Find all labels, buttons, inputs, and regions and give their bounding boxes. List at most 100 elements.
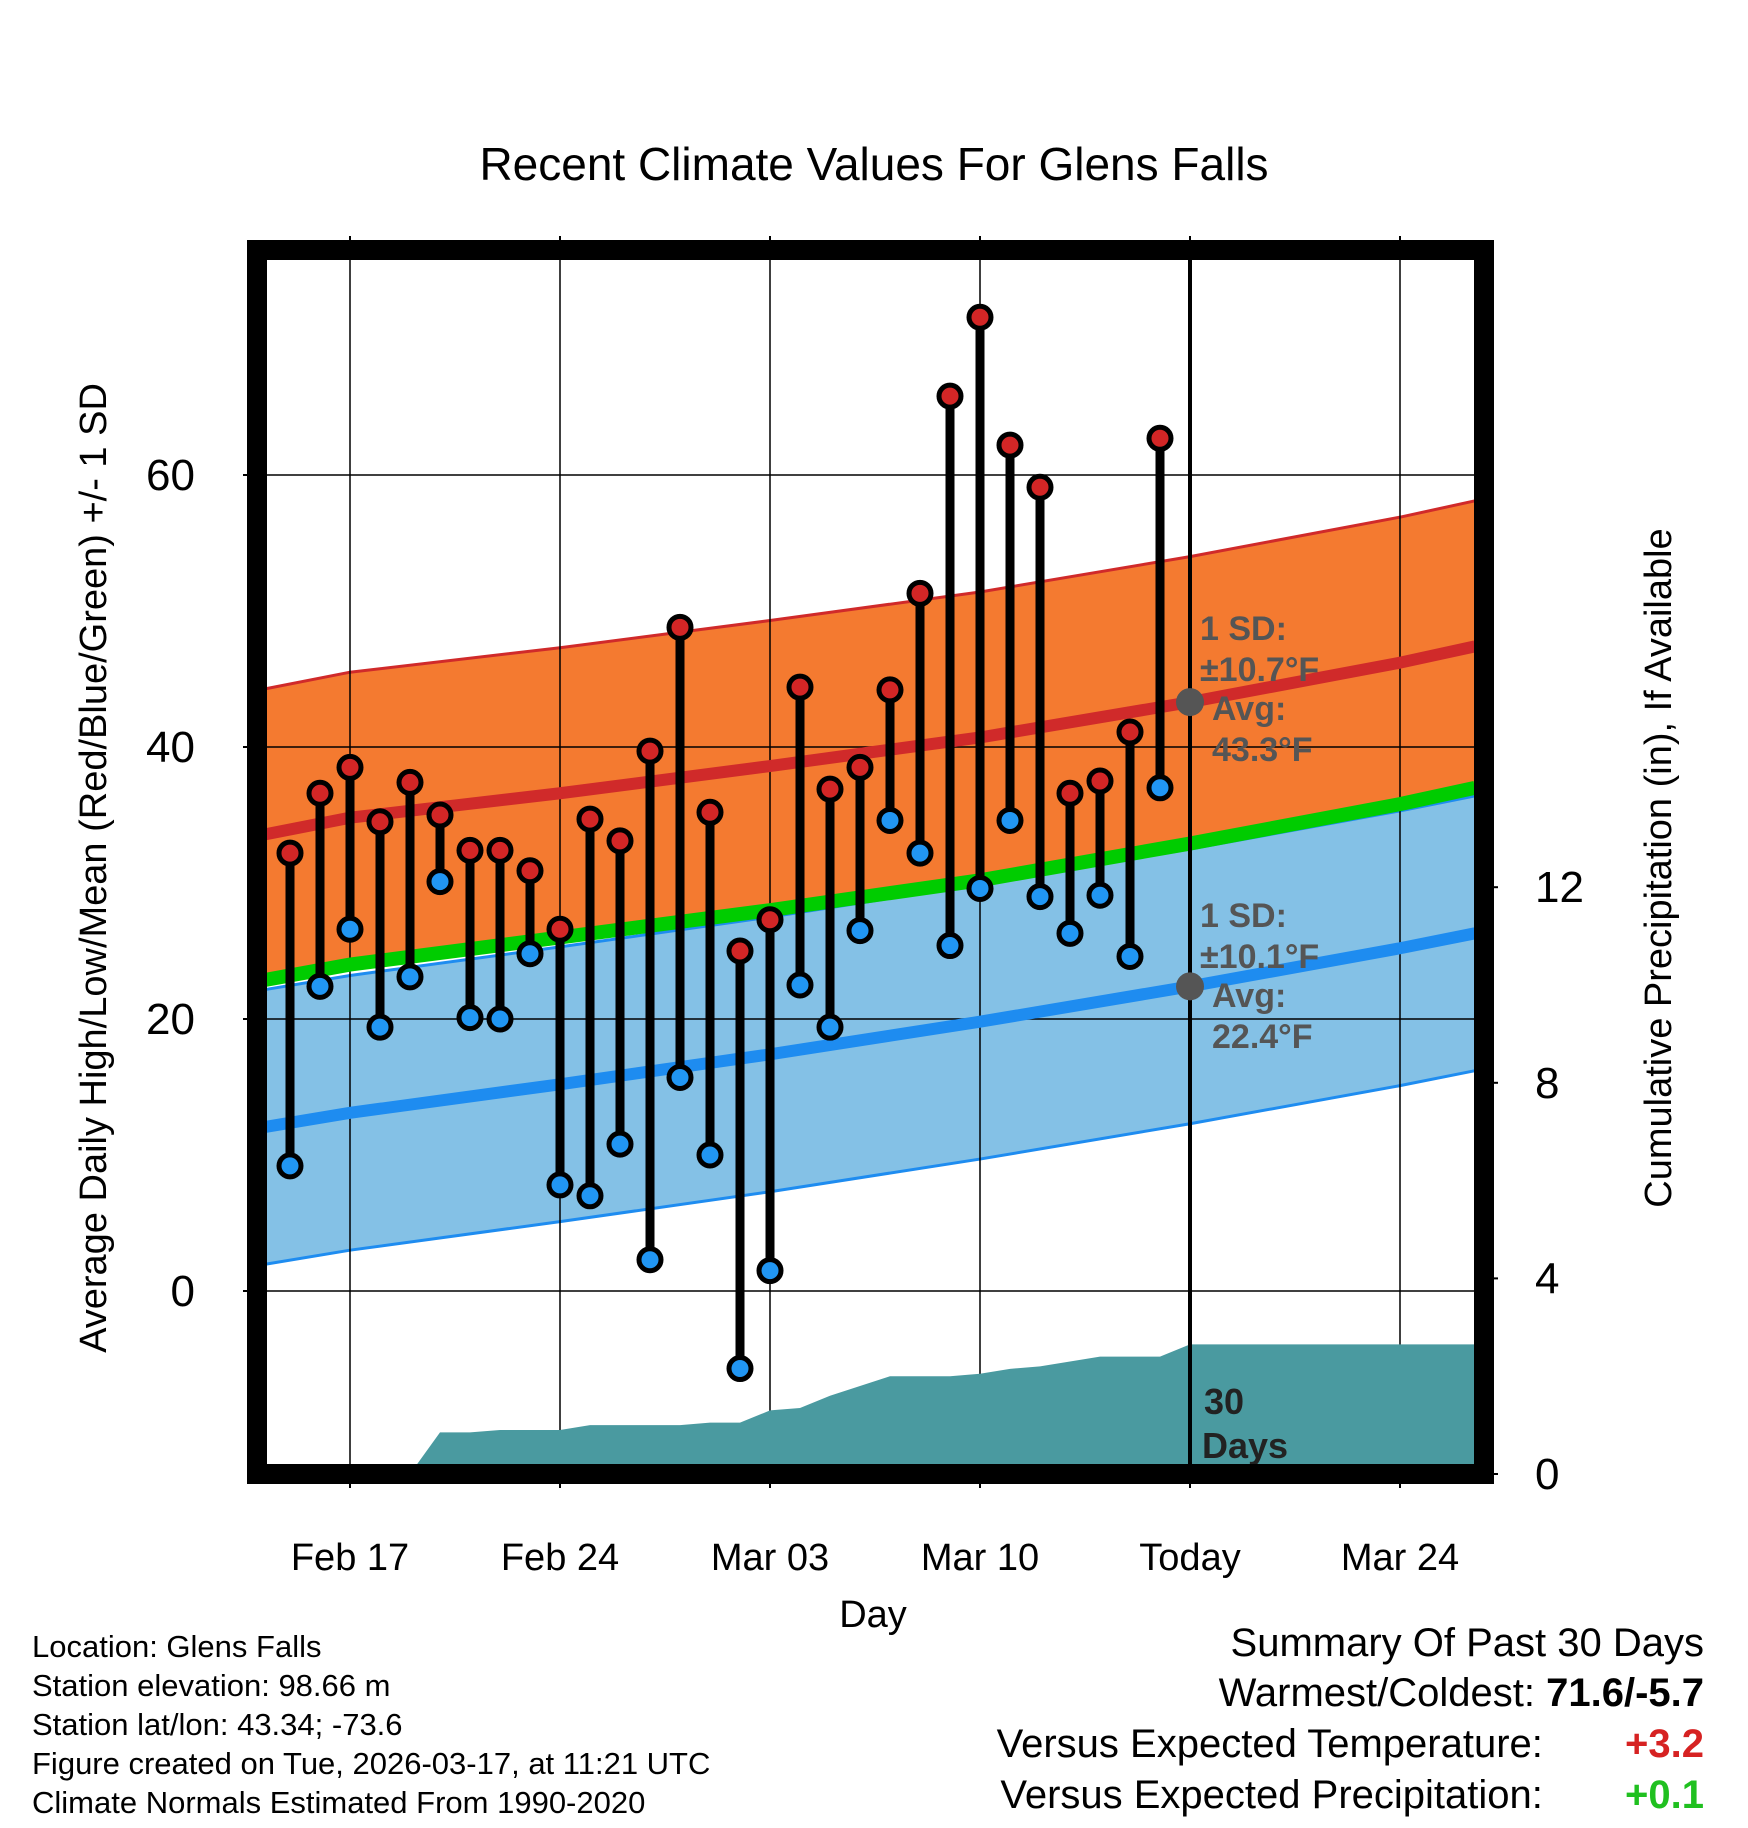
daily-high-point	[306, 779, 334, 807]
latlon-text: Station lat/lon: 43.34; -73.6	[32, 1707, 403, 1742]
y-tick-label: 40	[146, 723, 195, 772]
daily-low-point	[546, 1171, 574, 1199]
daily-low-point	[426, 868, 454, 896]
daily-low-point	[606, 1130, 634, 1158]
daily-high-point	[606, 827, 634, 855]
y2-tick-label: 0	[1535, 1450, 1559, 1499]
high-sd-value: ±10.7°F	[1200, 651, 1319, 689]
daily-low-point	[876, 806, 904, 834]
y-axis-label: Average Daily High/Low/Mean (Red/Blue/Gr…	[73, 383, 115, 1353]
daily-low-point	[336, 915, 364, 943]
high-avg-value: 43.3°F	[1212, 731, 1313, 769]
summary-panel: Summary Of Past 30 Days Warmest/Coldest:…	[997, 1618, 1704, 1821]
avg-low-line	[259, 927, 1477, 1134]
daily-low-point	[636, 1246, 664, 1274]
y2-tick-label: 4	[1535, 1254, 1559, 1303]
daily-low-point	[456, 1004, 484, 1032]
x-tick-label: Mar 03	[711, 1537, 829, 1579]
high-sd-label: 1 SD:	[1200, 610, 1287, 648]
daily-low-point	[966, 874, 994, 902]
daily-low-point	[696, 1141, 724, 1169]
low-avg-label: Avg:	[1212, 977, 1286, 1015]
daily-high-point	[996, 431, 1024, 459]
elevation-text: Station elevation: 98.66 m	[32, 1668, 391, 1703]
daily-low-point	[1086, 881, 1114, 909]
normals-text: Climate Normals Estimated From 1990-2020	[32, 1785, 646, 1820]
daily-low-point	[786, 971, 814, 999]
warmest-value: 71.6/-5.7	[1546, 1671, 1704, 1715]
y-tick-label: 20	[146, 995, 195, 1044]
chart-title: Recent Climate Values For Glens Falls	[479, 138, 1268, 190]
x-tick-label: Feb 24	[501, 1537, 619, 1579]
window-label-count: 30	[1204, 1381, 1244, 1422]
daily-high-point	[366, 808, 394, 836]
daily-high-point	[486, 836, 514, 864]
low-band-lower-edge	[259, 1069, 1476, 1267]
high-avg-label: Avg:	[1212, 690, 1286, 728]
daily-low-point	[1116, 942, 1144, 970]
low-sd-value: ±10.1°F	[1200, 938, 1319, 976]
daily-high-point	[1056, 779, 1084, 807]
precip-value: +0.1	[1625, 1773, 1704, 1817]
x-axis-label: Day	[839, 1594, 907, 1636]
daily-high-point	[816, 775, 844, 803]
station-info: Location: Glens Falls Station elevation:…	[32, 1627, 710, 1822]
daily-high-point	[876, 676, 904, 704]
temp-label: Versus Expected Temperature:	[996, 1722, 1543, 1766]
daily-high-point	[696, 798, 724, 826]
avg-mean-line	[258, 780, 1477, 988]
y2-axis-label: Cumulative Precipitation (in), If Availa…	[1638, 528, 1680, 1207]
y2-tick-label: 8	[1535, 1059, 1559, 1108]
daily-low-point	[846, 917, 874, 945]
low-avg-value: 22.4°F	[1212, 1018, 1313, 1056]
created-text: Figure created on Tue, 2026-03-17, at 11…	[32, 1746, 711, 1781]
daily-high-point	[336, 753, 364, 781]
daily-high-point	[1086, 767, 1114, 795]
daily-high-point	[966, 303, 994, 331]
daily-low-point	[936, 932, 964, 960]
daily-high-point	[666, 613, 694, 641]
y2-tick-label: 12	[1535, 863, 1584, 912]
daily-high-point	[516, 857, 544, 885]
daily-low-point	[1146, 774, 1174, 802]
today-avg-high-marker	[1176, 688, 1204, 717]
x-tick-label: Mar 24	[1341, 1537, 1459, 1579]
daily-low-point	[306, 972, 334, 1000]
daily-high-point	[426, 801, 454, 829]
warmest-label: Warmest/Coldest:	[1218, 1671, 1535, 1715]
daily-high-point	[1116, 718, 1144, 746]
daily-high-point	[456, 836, 484, 864]
daily-low-point	[1026, 883, 1054, 911]
daily-low-point	[486, 1005, 514, 1033]
daily-low-point	[666, 1063, 694, 1091]
precipitation-area	[290, 1344, 1484, 1474]
summary-temp-row: Versus Expected Temperature: +3.2	[997, 1719, 1704, 1770]
daily-low-point	[366, 1013, 394, 1041]
high-sd-band	[260, 500, 1475, 981]
summary-title: Summary Of Past 30 Days	[1230, 1621, 1704, 1665]
low-sd-label: 1 SD:	[1200, 897, 1287, 935]
summary-warmest-row: Warmest/Coldest: 71.6/-5.7	[997, 1668, 1704, 1719]
daily-high-point	[1146, 424, 1174, 452]
daily-low-point	[996, 806, 1024, 834]
daily-high-point	[936, 382, 964, 410]
daily-low-point	[816, 1013, 844, 1041]
daily-low-point	[1056, 919, 1084, 947]
y-tick-label: 60	[146, 451, 195, 500]
precip-label: Versus Expected Precipitation:	[1000, 1773, 1543, 1817]
temp-value: +3.2	[1625, 1722, 1704, 1766]
daily-low-point	[516, 940, 544, 968]
daily-high-point	[756, 906, 784, 934]
daily-high-point	[636, 737, 664, 765]
daily-high-point	[396, 768, 424, 796]
daily-high-point	[576, 805, 604, 833]
plot-frame	[247, 240, 1494, 1484]
daily-low-point	[276, 1152, 304, 1180]
x-tick-label: Today	[1139, 1537, 1240, 1579]
daily-low-point	[396, 963, 424, 991]
daily-high-point	[786, 673, 814, 701]
summary-precip-row: Versus Expected Precipitation: +0.1	[997, 1770, 1704, 1821]
daily-high-point	[276, 839, 304, 867]
